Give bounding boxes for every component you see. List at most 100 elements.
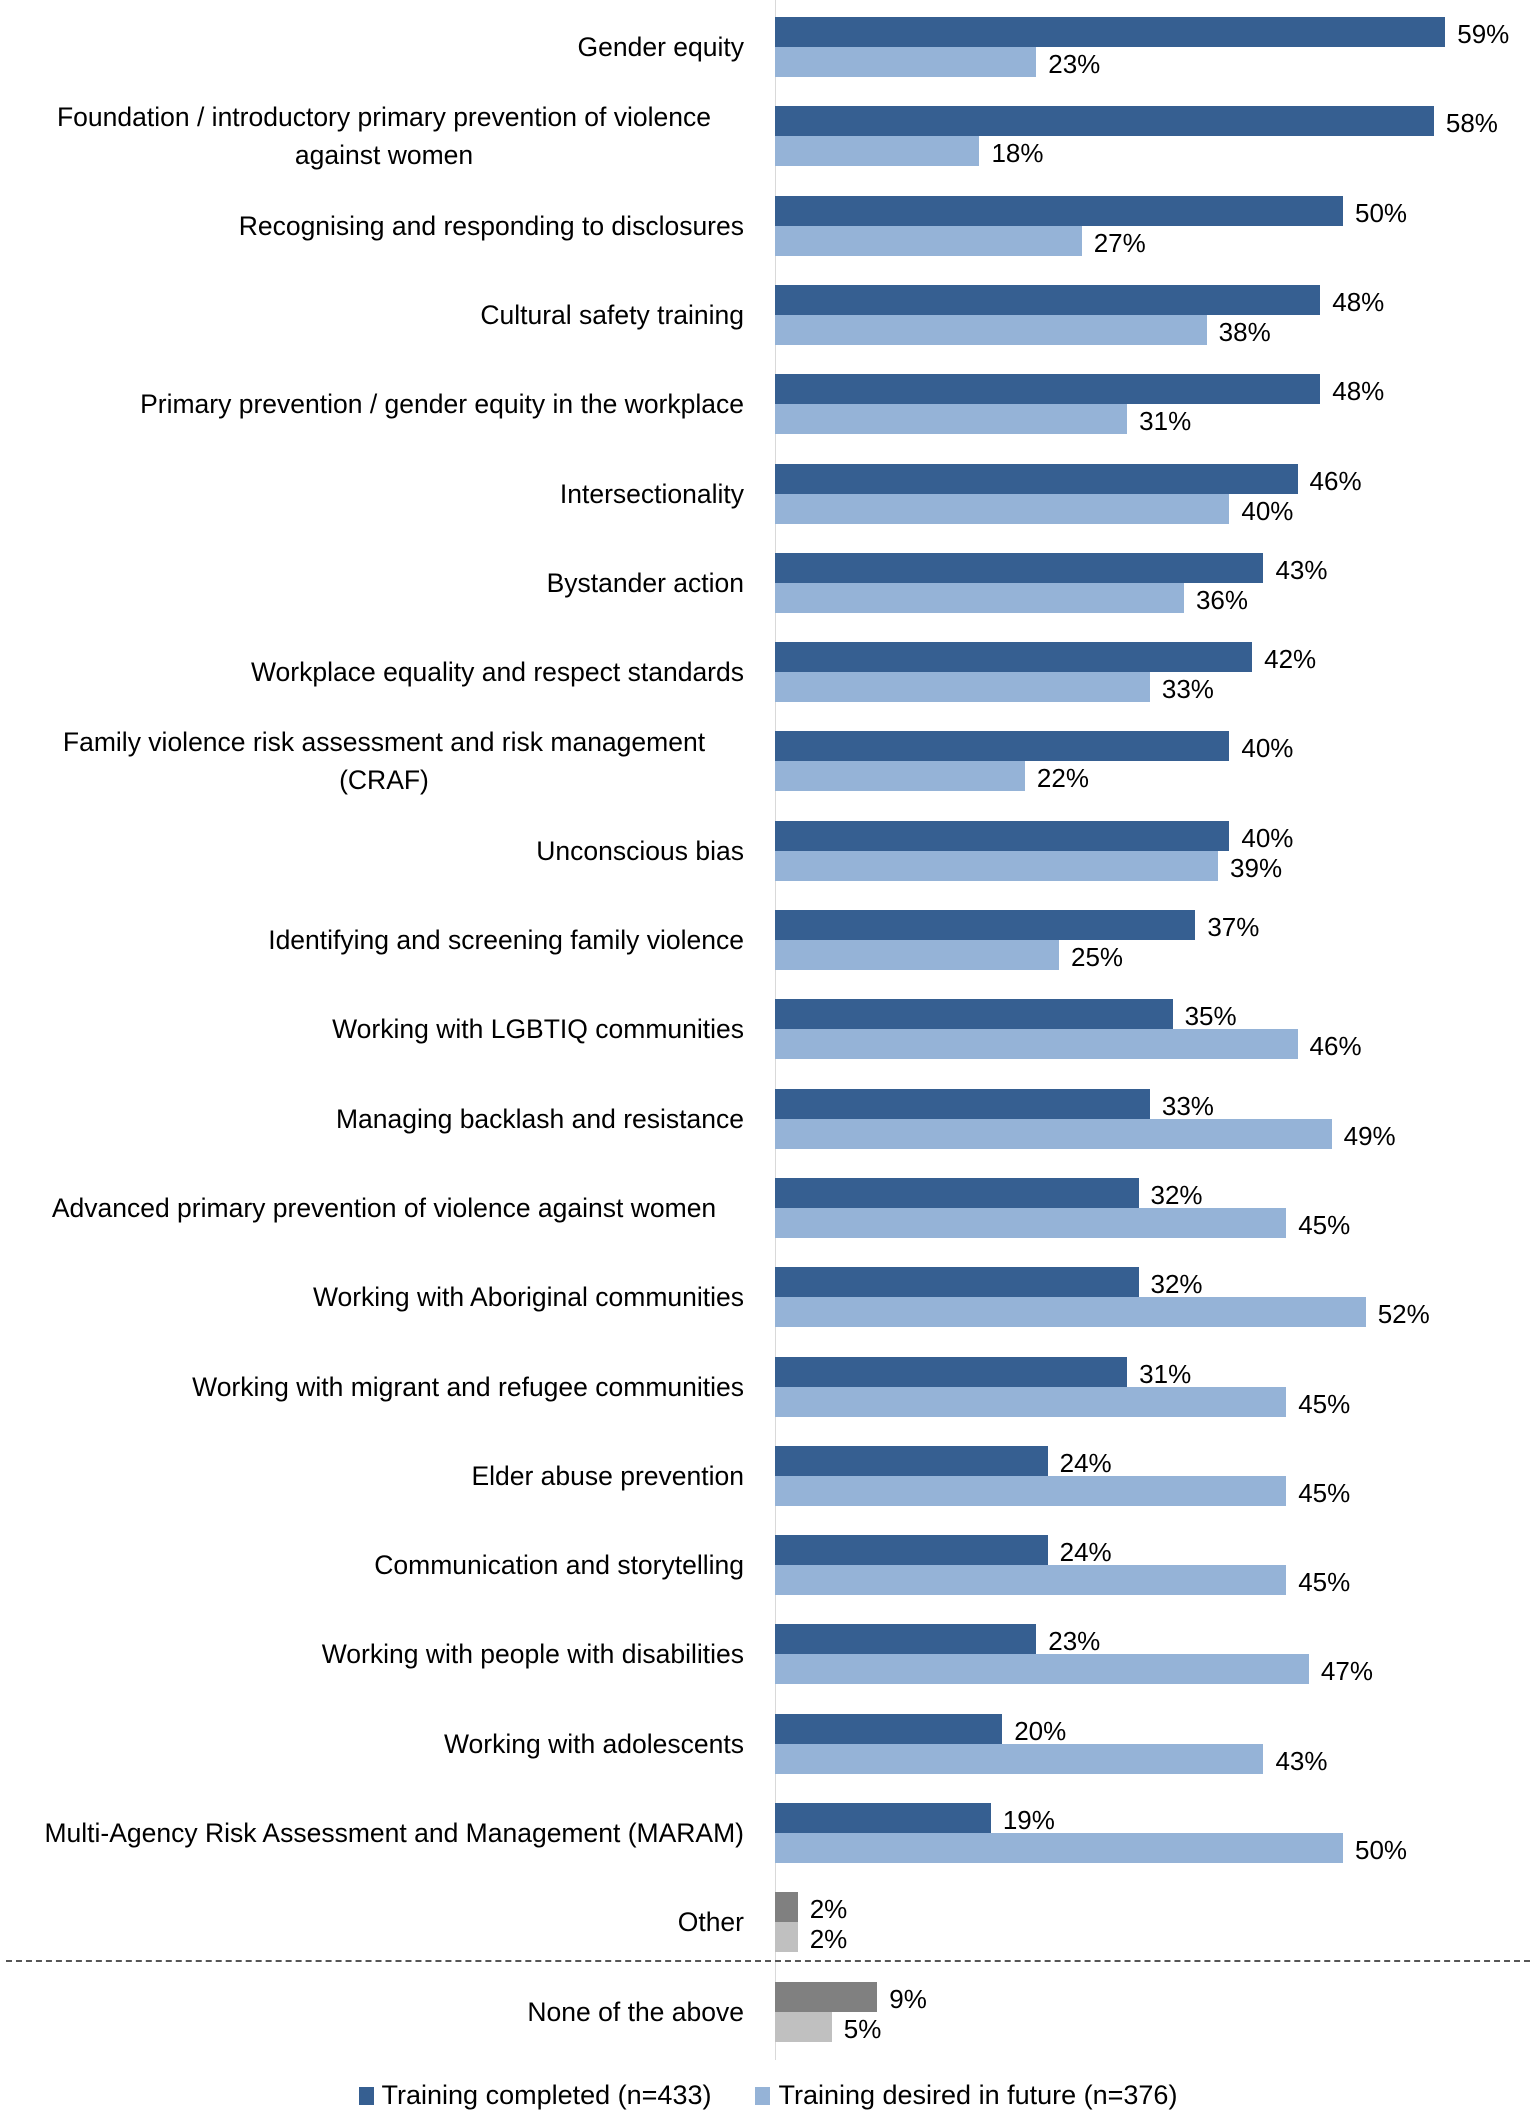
- category-label: Foundation / introductory primary preven…: [56, 102, 711, 171]
- bar-completed: [775, 195, 1343, 226]
- bar-desired: [775, 47, 1037, 77]
- bar-desired: [775, 1386, 1287, 1417]
- dashed-divider: [6, 1960, 1530, 1962]
- bar-completed: [775, 1088, 1150, 1119]
- bar-desired: [775, 136, 980, 167]
- data-label: 9%: [889, 1983, 927, 2014]
- data-label: 45%: [1298, 1477, 1351, 1508]
- data-label: 43%: [1275, 1745, 1328, 1776]
- data-label: 50%: [1355, 1835, 1408, 1865]
- data-label: 46%: [1309, 465, 1362, 496]
- category-label: Identifying and screening family violenc…: [268, 925, 744, 955]
- bar-completed: [775, 642, 1253, 673]
- bar-desired: [775, 761, 1025, 792]
- data-label: 48%: [1332, 376, 1385, 407]
- bar-completed: [775, 552, 1264, 583]
- data-label: 31%: [1139, 406, 1192, 437]
- category-label: Workplace equality and respect standards: [251, 657, 744, 688]
- legend-label-completed: Training completed (n=433): [381, 2080, 712, 2110]
- category-label: Recognising and responding to disclosure…: [238, 210, 744, 241]
- bar-completed: [775, 463, 1298, 494]
- legend: Training completed (n=433) Training desi…: [0, 2080, 1536, 2111]
- data-label: 37%: [1207, 912, 1260, 942]
- data-label: 40%: [1241, 495, 1294, 526]
- category-label: Working with people with disabilities: [321, 1639, 744, 1670]
- bar-desired: [775, 1833, 1343, 1863]
- category-label: Bystander action: [546, 567, 744, 598]
- data-label: 19%: [1002, 1805, 1055, 1835]
- category-label: Primary prevention / gender equity in th…: [140, 389, 744, 420]
- data-label: 24%: [1059, 1447, 1112, 1478]
- category-label: Cultural safety training: [480, 299, 744, 330]
- legend-item-completed: Training completed (n=433): [358, 2080, 712, 2111]
- legend-swatch-completed: [358, 2086, 374, 2105]
- data-label: 36%: [1195, 584, 1248, 615]
- category-label: Working with LGBTIQ communities: [332, 1014, 744, 1045]
- category-label: Elder abuse prevention: [471, 1460, 744, 1491]
- bar-desired: [775, 850, 1219, 881]
- data-label: 33%: [1161, 1090, 1214, 1121]
- category-label: Other: [677, 1907, 744, 1938]
- data-label: 33%: [1161, 674, 1214, 705]
- bar-desired: [775, 1743, 1264, 1774]
- bar-completed: [775, 1892, 798, 1923]
- data-label: 39%: [1230, 852, 1283, 883]
- data-label: 48%: [1332, 286, 1385, 317]
- category-label: Intersectionality: [559, 478, 744, 509]
- data-label: 58%: [1445, 108, 1498, 139]
- category-label: Communication and storytelling: [374, 1550, 744, 1581]
- data-label: 27%: [1093, 227, 1146, 258]
- data-label: 40%: [1241, 733, 1294, 764]
- category-label: Family violence risk assessment and risk…: [62, 727, 706, 796]
- bar-completed: [775, 999, 1173, 1030]
- data-label: 23%: [1048, 49, 1101, 79]
- bar-desired: [775, 1922, 798, 1953]
- bar-desired: [775, 1654, 1309, 1685]
- bar-desired: [775, 672, 1150, 703]
- category-label: Unconscious bias: [536, 835, 744, 866]
- data-label: 22%: [1036, 763, 1089, 794]
- bar-completed: [775, 1535, 1048, 1566]
- data-label: 20%: [1014, 1715, 1067, 1746]
- bar-desired: [775, 1475, 1287, 1506]
- bar-completed: [775, 374, 1321, 405]
- data-label: 49%: [1343, 1120, 1396, 1151]
- bar-completed: [775, 731, 1230, 762]
- category-label: Working with adolescents: [444, 1728, 744, 1759]
- bar-desired: [775, 940, 1059, 970]
- data-label: 18%: [991, 138, 1044, 169]
- bar-completed: [775, 17, 1446, 47]
- bar-desired: [775, 314, 1207, 345]
- data-label: 2%: [809, 1924, 848, 1955]
- data-label: 25%: [1071, 942, 1124, 972]
- category-label: Multi-Agency Risk Assessment and Managem…: [44, 1818, 744, 1848]
- data-label: 32%: [1150, 1269, 1203, 1300]
- bar-completed: [775, 1356, 1128, 1387]
- data-label: 45%: [1298, 1388, 1351, 1419]
- data-label: 52%: [1377, 1299, 1430, 1330]
- category-label: Gender equity: [577, 32, 744, 62]
- data-label: 32%: [1150, 1179, 1203, 1210]
- category-label: Managing backlash and resistance: [335, 1103, 744, 1134]
- bar-desired: [775, 225, 1082, 256]
- data-label: 2%: [809, 1894, 848, 1925]
- legend-label-desired: Training desired in future (n=376): [778, 2080, 1178, 2110]
- bar-desired: [775, 2011, 832, 2042]
- bar-desired: [775, 1565, 1287, 1596]
- bar-completed: [775, 910, 1196, 940]
- data-label: 46%: [1309, 1031, 1362, 1062]
- bar-completed: [775, 1177, 1139, 1208]
- bar-completed: [775, 1803, 991, 1833]
- category-label: Advanced primary prevention of violence …: [51, 1192, 717, 1223]
- data-label: 31%: [1139, 1358, 1192, 1389]
- bar-desired: [775, 404, 1128, 435]
- data-label: 5%: [843, 2013, 882, 2044]
- bar-completed: [775, 106, 1434, 137]
- legend-swatch-desired: [755, 2086, 771, 2105]
- data-label: 47%: [1320, 1656, 1373, 1687]
- bar-completed: [775, 820, 1230, 851]
- bar-desired: [775, 1029, 1298, 1060]
- bar-completed: [775, 1445, 1048, 1476]
- category-label: Working with migrant and refugee communi…: [192, 1371, 744, 1402]
